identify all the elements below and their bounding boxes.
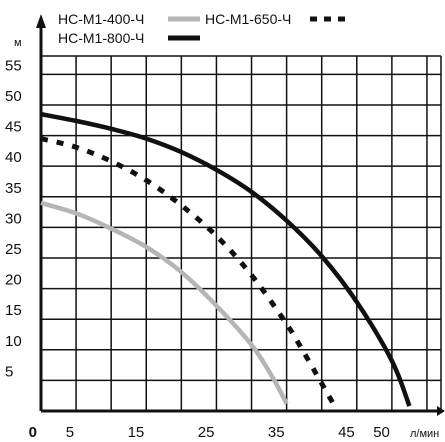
x-tick-label: 50	[373, 424, 390, 441]
legend-label-2: НС-М1-650-Ч	[205, 11, 291, 27]
y-tick-label: 15	[5, 302, 22, 319]
y-tick-label: 5	[5, 363, 13, 380]
y-tick-label: 55	[5, 57, 22, 74]
x-tick-label: 35	[268, 424, 285, 441]
chart-grid	[41, 55, 442, 411]
x-axis-arrow-icon	[437, 406, 445, 416]
legend-label-1: НС-М1-400-Ч	[58, 11, 144, 27]
chart-series	[40, 111, 412, 410]
chart-axes	[36, 14, 445, 416]
legend-label-3: НС-М1-800-Ч	[58, 30, 144, 46]
series-line-3	[40, 111, 412, 407]
y-axis-label: м	[14, 37, 22, 49]
y-tick-label: 20	[5, 272, 22, 289]
x-tick-label: 5	[66, 424, 74, 441]
x-tick-label: 25	[198, 424, 215, 441]
chart-tick-labels: м 5 10 15 20 25 30 35 40 45 50 55 0 5 15 25 35 45 50 л/мин	[5, 37, 439, 441]
series-line-1	[40, 200, 289, 405]
y-tick-label: 30	[5, 210, 22, 227]
x-tick-label: 15	[128, 424, 145, 441]
y-tick-label: 35	[5, 180, 22, 197]
y-tick-label: 25	[5, 241, 22, 258]
chart-legend: НС-М1-400-Ч НС-М1-650-Ч НС-М1-800-Ч	[58, 11, 345, 46]
series-line-2	[40, 136, 338, 410]
x-tick-label: 45	[338, 424, 355, 441]
x-tick-label: 0	[29, 424, 37, 441]
y-axis-arrow-icon	[36, 14, 46, 28]
x-axis-label: л/мин	[410, 428, 439, 440]
y-tick-label: 50	[5, 88, 22, 105]
y-tick-label: 45	[5, 119, 22, 136]
y-tick-label: 40	[5, 149, 22, 166]
y-tick-label: 10	[5, 333, 22, 350]
